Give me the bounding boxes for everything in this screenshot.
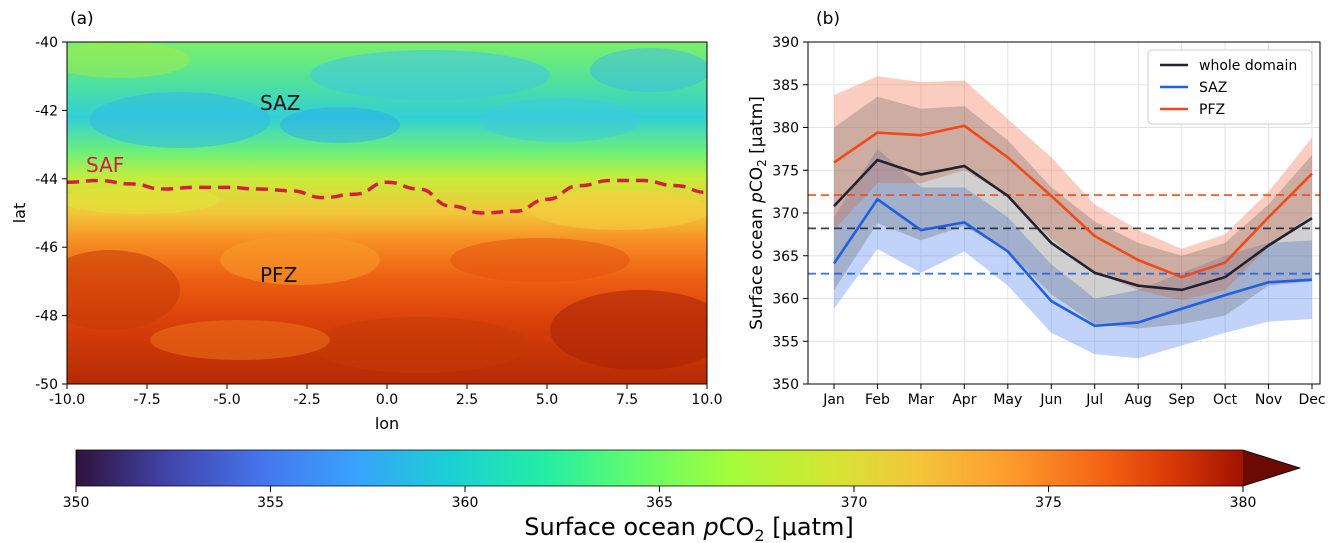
map-blob <box>310 50 550 100</box>
month-label: Apr <box>952 392 976 408</box>
line-chart-y-tick-label: 365 <box>772 249 799 265</box>
panel-a-label: (a) <box>70 9 94 29</box>
map-x-label: lon <box>375 414 399 433</box>
map-blob <box>67 42 190 78</box>
map-blob <box>67 250 180 330</box>
map-x-tick-label: -5.0 <box>213 392 240 408</box>
legend: whole domain SAZ PFZ <box>1147 49 1313 125</box>
map-x-tick-label: 2.5 <box>456 392 478 408</box>
line-chart-y-tick-label: 375 <box>772 163 799 179</box>
colorbar-tick-label: 365 <box>646 495 673 511</box>
band-whole-domain <box>834 96 1312 329</box>
colorbar-label: Surface ocean pCO2 [μatm] <box>524 513 853 543</box>
month-label: Mar <box>908 392 935 408</box>
legend-item-whole-domain: whole domain <box>1199 58 1297 74</box>
month-label: Dec <box>1298 392 1325 408</box>
map-blob <box>280 107 400 143</box>
map-y-tick-label: -44 <box>35 172 58 188</box>
map-x-tick-label: 0.0 <box>376 392 398 408</box>
map-blob <box>220 235 380 285</box>
panel-a: (a) SAZ PFZ SAF -10.0 -7.5 -5.0 -2.5 0.0 2.5 5… <box>10 9 723 433</box>
month-label: Nov <box>1255 392 1282 408</box>
panel-b-label: (b) <box>816 9 840 29</box>
map-x-tick-label: 7.5 <box>616 392 638 408</box>
panel-b-axes: 350 355 360 365 370 375 380 385 390 Jan Feb Mar Apr M… <box>772 35 1325 408</box>
colorbar-tick-label: 375 <box>1035 495 1062 511</box>
panel-b: (b) 350 355 360 365 370 375 380 385 390 Jan Feb Mar… <box>747 9 1326 408</box>
map-blob <box>90 92 270 148</box>
map-blob <box>480 98 640 142</box>
colorbar-tick-label: 380 <box>1230 495 1257 511</box>
pco2-map <box>67 42 707 384</box>
colorbar: 350 355 360 365 370 375 380 Surface ocean pCO2… <box>63 449 1302 543</box>
map-y-tick-label: -46 <box>35 240 58 256</box>
colorbar-outline <box>75 449 1302 487</box>
month-label: Jun <box>1039 392 1062 408</box>
line-chart-y-tick-label: 355 <box>772 334 799 350</box>
saf-region-label: SAF <box>86 153 124 177</box>
colorbar-ticks: 350 355 360 365 370 375 380 <box>63 486 1257 511</box>
colorbar-tick-label: 350 <box>63 495 90 511</box>
line-chart-y-tick-label: 380 <box>772 121 799 137</box>
month-label: Oct <box>1213 392 1238 408</box>
map-x-tick-label: -2.5 <box>293 392 320 408</box>
month-label: May <box>993 392 1022 408</box>
map-blob <box>530 190 707 230</box>
series-line-whole-domain <box>833 158 1313 292</box>
map-blob <box>310 317 530 373</box>
legend-item-pfz: PFZ <box>1199 102 1225 118</box>
colorbar-tick-label: 355 <box>257 495 284 511</box>
map-blob <box>590 48 707 92</box>
map-x-tick-label: -7.5 <box>133 392 160 408</box>
map-blob <box>150 320 330 360</box>
map-x-tick-label: -10.0 <box>49 392 85 408</box>
line-chart-y-tick-label: 370 <box>772 206 799 222</box>
month-label: Jul <box>1085 392 1103 408</box>
series-line-saz <box>832 197 1313 328</box>
map-x-tick-label: 10.0 <box>691 392 722 408</box>
month-label: Jan <box>822 392 845 408</box>
month-label: Sep <box>1168 392 1195 408</box>
series-line-pfz <box>833 124 1313 279</box>
line-chart-y-tick-label: 385 <box>772 78 799 94</box>
map-x-tick-label: 5.0 <box>536 392 558 408</box>
colorbar-tick-label: 360 <box>452 495 479 511</box>
map-blob <box>450 238 630 282</box>
pfz-region-label: PFZ <box>260 263 297 287</box>
series-lines <box>832 124 1313 328</box>
map-y-tick-label: -42 <box>35 103 58 119</box>
panel-a-axes: -10.0 -7.5 -5.0 -2.5 0.0 2.5 5.0 7.5 10.0 -40 -42 -… <box>35 35 722 408</box>
saz-region-label: SAZ <box>260 91 300 115</box>
saf-front-line <box>67 178 707 215</box>
map-y-tick-label: -50 <box>35 377 58 393</box>
colorbar-gradient <box>76 450 1243 486</box>
legend-item-saz: SAZ <box>1199 80 1227 96</box>
month-label: Aug <box>1125 392 1152 408</box>
map-y-tick-label: -48 <box>35 309 58 325</box>
legend-box <box>1147 49 1313 125</box>
map-blob <box>67 186 220 214</box>
band-pfz <box>834 76 1312 301</box>
line-chart-y-tick-label: 350 <box>772 377 799 393</box>
annual-mean-lines <box>808 194 1320 275</box>
map-y-tick-label: -40 <box>35 35 58 51</box>
colorbar-extend-arrow <box>1243 450 1300 486</box>
line-chart-y-tick-label: 390 <box>772 35 799 51</box>
map-y-label: lat <box>10 203 29 224</box>
month-label: Feb <box>865 392 890 408</box>
line-chart-y-tick-label: 360 <box>772 292 799 308</box>
line-chart-y-label: Surface ocean pCO2 [μatm] <box>747 96 769 330</box>
map-blob <box>550 290 707 370</box>
colorbar-tick-label: 370 <box>841 495 868 511</box>
